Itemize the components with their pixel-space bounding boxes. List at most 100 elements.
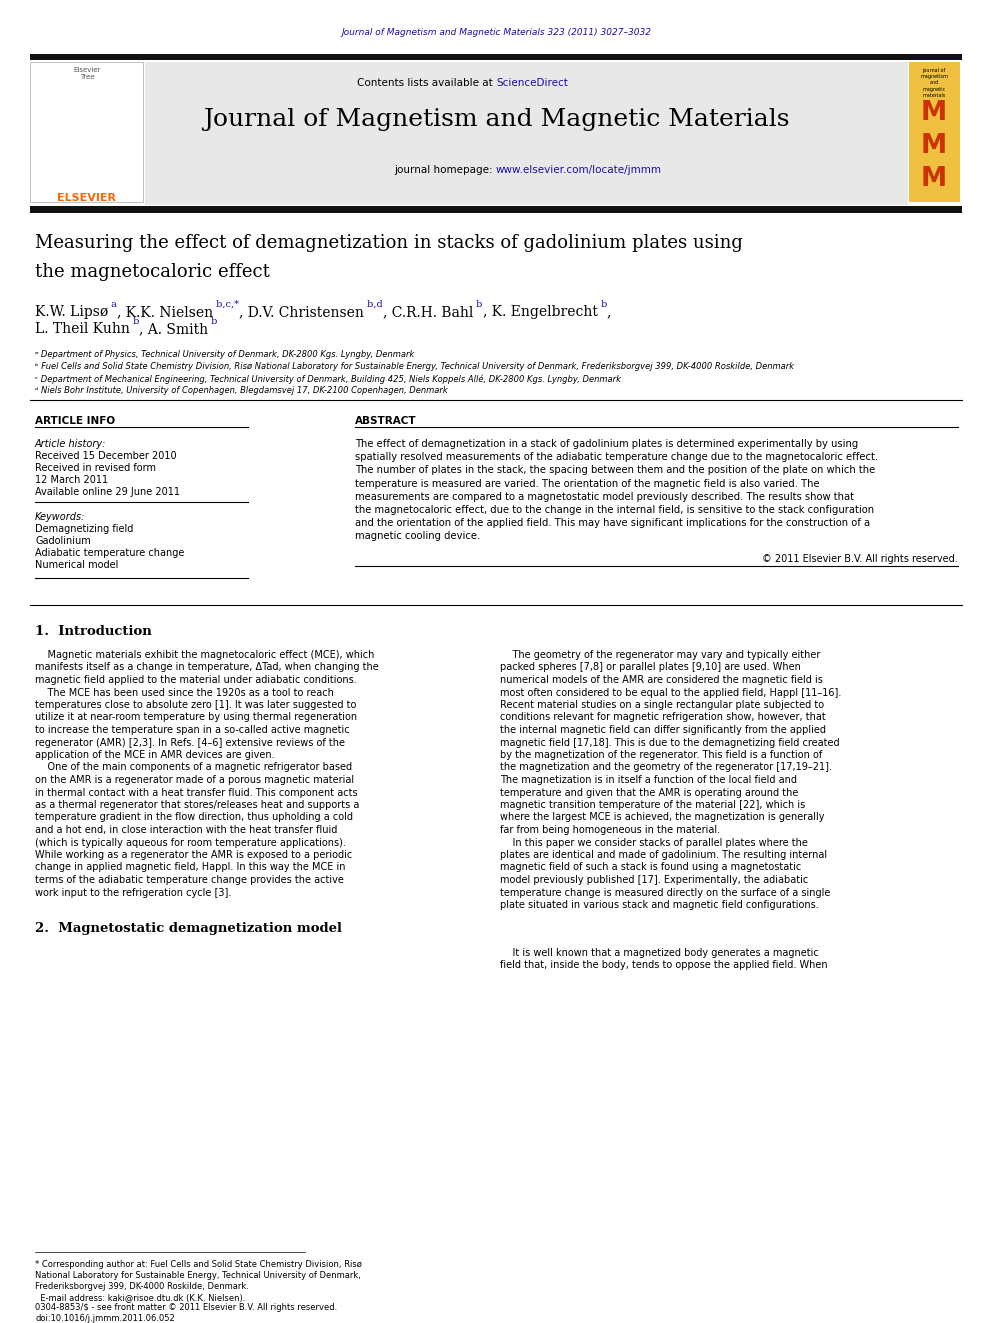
- Text: M: M: [921, 134, 947, 159]
- Text: 2.  Magnetostatic demagnetization model: 2. Magnetostatic demagnetization model: [35, 922, 342, 935]
- Text: magnetic field [17,18]. This is due to the demagnetizing field created: magnetic field [17,18]. This is due to t…: [500, 737, 839, 747]
- Text: conditions relevant for magnetic refrigeration show, however, that: conditions relevant for magnetic refrige…: [500, 713, 825, 722]
- Text: the magnetocaloric effect: the magnetocaloric effect: [35, 263, 270, 280]
- Text: E-mail address: kaki@risoe.dtu.dk (K.K. Nielsen).: E-mail address: kaki@risoe.dtu.dk (K.K. …: [35, 1293, 245, 1302]
- Text: temperature gradient in the flow direction, thus upholding a cold: temperature gradient in the flow directi…: [35, 812, 353, 823]
- Text: doi:10.1016/j.jmmm.2011.06.052: doi:10.1016/j.jmmm.2011.06.052: [35, 1314, 175, 1323]
- Text: ᶜ Department of Mechanical Engineering, Technical University of Denmark, Buildin: ᶜ Department of Mechanical Engineering, …: [35, 374, 621, 384]
- Text: M: M: [921, 165, 947, 192]
- Text: , C.R.H. Bahl: , C.R.H. Bahl: [383, 306, 473, 319]
- Text: One of the main components of a magnetic refrigerator based: One of the main components of a magnetic…: [35, 762, 352, 773]
- Text: utilize it at near-room temperature by using thermal regeneration: utilize it at near-room temperature by u…: [35, 713, 357, 722]
- Text: change in applied magnetic field, Happl. In this way the MCE in: change in applied magnetic field, Happl.…: [35, 863, 345, 872]
- Text: Keywords:: Keywords:: [35, 512, 85, 523]
- Text: far from being homogeneous in the material.: far from being homogeneous in the materi…: [500, 826, 720, 835]
- Text: on the AMR is a regenerator made of a porous magnetic material: on the AMR is a regenerator made of a po…: [35, 775, 354, 785]
- Text: regenerator (AMR) [2,3]. In Refs. [4–6] extensive reviews of the: regenerator (AMR) [2,3]. In Refs. [4–6] …: [35, 737, 345, 747]
- Text: The geometry of the regenerator may vary and typically either: The geometry of the regenerator may vary…: [500, 650, 820, 660]
- Text: 1.  Introduction: 1. Introduction: [35, 624, 152, 638]
- Text: It is well known that a magnetized body generates a magnetic: It is well known that a magnetized body …: [500, 949, 818, 958]
- Text: by the magnetization of the regenerator. This field is a function of: by the magnetization of the regenerator.…: [500, 750, 822, 759]
- Text: journal of
magnetism
and
magnetic
materials: journal of magnetism and magnetic materi…: [920, 67, 948, 98]
- Text: b: b: [473, 300, 483, 310]
- Text: magnetic cooling device.: magnetic cooling device.: [355, 532, 480, 541]
- Text: field that, inside the body, tends to oppose the applied field. When: field that, inside the body, tends to op…: [500, 960, 827, 971]
- Text: temperature is measured are varied. The orientation of the magnetic field is als: temperature is measured are varied. The …: [355, 479, 819, 488]
- Text: application of the MCE in AMR devices are given.: application of the MCE in AMR devices ar…: [35, 750, 275, 759]
- Text: ᵈ Niels Bohr Institute, University of Copenhagen, Blegdamsvej 17, DK-2100 Copenh: ᵈ Niels Bohr Institute, University of Co…: [35, 386, 447, 396]
- Text: b: b: [597, 300, 607, 310]
- Text: model previously published [17]. Experimentally, the adiabatic: model previously published [17]. Experim…: [500, 875, 808, 885]
- Text: Journal of Magnetism and Magnetic Materials 323 (2011) 3027–3032: Journal of Magnetism and Magnetic Materi…: [341, 28, 651, 37]
- Text: ScienceDirect: ScienceDirect: [496, 78, 567, 89]
- Text: Numerical model: Numerical model: [35, 560, 118, 570]
- Text: the magnetocaloric effect, due to the change in the internal field, is sensitive: the magnetocaloric effect, due to the ch…: [355, 505, 874, 515]
- Text: , A. Smith: , A. Smith: [139, 321, 208, 336]
- Text: to increase the temperature span in a so-called active magnetic: to increase the temperature span in a so…: [35, 725, 349, 736]
- Text: journal homepage:: journal homepage:: [394, 165, 496, 175]
- Text: ᵃ Department of Physics, Technical University of Denmark, DK-2800 Kgs. Lyngby, D: ᵃ Department of Physics, Technical Unive…: [35, 351, 415, 359]
- Text: * Corresponding author at: Fuel Cells and Solid State Chemistry Division, Risø: * Corresponding author at: Fuel Cells an…: [35, 1259, 362, 1269]
- Text: © 2011 Elsevier B.V. All rights reserved.: © 2011 Elsevier B.V. All rights reserved…: [762, 554, 958, 564]
- Text: b: b: [208, 318, 218, 325]
- Text: L. Theil Kuhn: L. Theil Kuhn: [35, 321, 130, 336]
- Text: temperature change is measured directly on the surface of a single: temperature change is measured directly …: [500, 888, 830, 897]
- Text: packed spheres [7,8] or parallel plates [9,10] are used. When: packed spheres [7,8] or parallel plates …: [500, 663, 801, 672]
- Text: plates are identical and made of gadolinium. The resulting internal: plates are identical and made of gadolin…: [500, 849, 827, 860]
- Text: Received 15 December 2010: Received 15 December 2010: [35, 451, 177, 460]
- Text: as a thermal regenerator that stores/releases heat and supports a: as a thermal regenerator that stores/rel…: [35, 800, 359, 810]
- Bar: [30, 54, 962, 60]
- Text: spatially resolved measurements of the adiabatic temperature change due to the m: spatially resolved measurements of the a…: [355, 452, 878, 462]
- Text: temperatures close to absolute zero [1]. It was later suggested to: temperatures close to absolute zero [1].…: [35, 700, 356, 710]
- Text: Elsevier
Tree: Elsevier Tree: [73, 67, 101, 79]
- Text: 0304-8853/$ - see front matter © 2011 Elsevier B.V. All rights reserved.: 0304-8853/$ - see front matter © 2011 El…: [35, 1303, 337, 1312]
- Text: 12 March 2011: 12 March 2011: [35, 475, 108, 486]
- Text: , D.V. Christensen: , D.V. Christensen: [239, 306, 364, 319]
- Text: , K.K. Nielsen: , K.K. Nielsen: [117, 306, 213, 319]
- Text: measurements are compared to a magnetostatic model previously described. The res: measurements are compared to a magnetost…: [355, 492, 854, 501]
- Text: In this paper we consider stacks of parallel plates where the: In this paper we consider stacks of para…: [500, 837, 807, 848]
- Text: (which is typically aqueous for room temperature applications).: (which is typically aqueous for room tem…: [35, 837, 346, 848]
- Text: The effect of demagnetization in a stack of gadolinium plates is determined expe: The effect of demagnetization in a stack…: [355, 439, 858, 448]
- Text: b,c,*: b,c,*: [213, 300, 239, 310]
- Text: the magnetization and the geometry of the regenerator [17,19–21].: the magnetization and the geometry of th…: [500, 762, 832, 773]
- Text: Article history:: Article history:: [35, 439, 106, 448]
- Text: While working as a regenerator the AMR is exposed to a periodic: While working as a regenerator the AMR i…: [35, 849, 352, 860]
- Text: Magnetic materials exhibit the magnetocaloric effect (MCE), which: Magnetic materials exhibit the magnetoca…: [35, 650, 374, 660]
- Text: Frederiksborgvej 399, DK-4000 Roskilde, Denmark.: Frederiksborgvej 399, DK-4000 Roskilde, …: [35, 1282, 249, 1291]
- Text: terms of the adiabatic temperature change provides the active: terms of the adiabatic temperature chang…: [35, 875, 344, 885]
- Text: Received in revised form: Received in revised form: [35, 463, 156, 474]
- Text: and a hot end, in close interaction with the heat transfer fluid: and a hot end, in close interaction with…: [35, 826, 337, 835]
- Text: Contents lists available at: Contents lists available at: [357, 78, 496, 89]
- Text: magnetic field of such a stack is found using a magnetostatic: magnetic field of such a stack is found …: [500, 863, 802, 872]
- Text: manifests itself as a change in temperature, ΔTad, when changing the: manifests itself as a change in temperat…: [35, 663, 379, 672]
- Text: ᵇ Fuel Cells and Solid State Chemistry Division, Risø National Laboratory for Su: ᵇ Fuel Cells and Solid State Chemistry D…: [35, 363, 795, 370]
- Text: a: a: [108, 300, 117, 310]
- Text: where the largest MCE is achieved, the magnetization is generally: where the largest MCE is achieved, the m…: [500, 812, 824, 823]
- Bar: [909, 62, 960, 202]
- Text: Journal of Magnetism and Magnetic Materials: Journal of Magnetism and Magnetic Materi…: [202, 108, 790, 131]
- Text: Measuring the effect of demagnetization in stacks of gadolinium plates using: Measuring the effect of demagnetization …: [35, 234, 743, 251]
- Text: magnetic field applied to the material under adiabatic conditions.: magnetic field applied to the material u…: [35, 675, 357, 685]
- Text: The MCE has been used since the 1920s as a tool to reach: The MCE has been used since the 1920s as…: [35, 688, 334, 697]
- Text: the internal magnetic field can differ significantly from the applied: the internal magnetic field can differ s…: [500, 725, 826, 736]
- Text: ARTICLE INFO: ARTICLE INFO: [35, 415, 115, 426]
- Text: Gadolinium: Gadolinium: [35, 536, 90, 546]
- Text: M: M: [921, 101, 947, 126]
- Text: b: b: [130, 318, 139, 325]
- Text: ,: ,: [607, 306, 611, 319]
- Text: Adiabatic temperature change: Adiabatic temperature change: [35, 548, 185, 558]
- Text: K.W. Lipsø: K.W. Lipsø: [35, 306, 108, 319]
- Text: temperature and given that the AMR is operating around the: temperature and given that the AMR is op…: [500, 787, 799, 798]
- Text: work input to the refrigeration cycle [3].: work input to the refrigeration cycle [3…: [35, 888, 231, 897]
- Text: magnetic transition temperature of the material [22], which is: magnetic transition temperature of the m…: [500, 800, 806, 810]
- Text: The magnetization is in itself a function of the local field and: The magnetization is in itself a functio…: [500, 775, 797, 785]
- Text: most often considered to be equal to the applied field, Happl [11–16].: most often considered to be equal to the…: [500, 688, 841, 697]
- Text: , K. Engelbrecht: , K. Engelbrecht: [483, 306, 597, 319]
- Text: National Laboratory for Sustainable Energy, Technical University of Denmark,: National Laboratory for Sustainable Ener…: [35, 1271, 361, 1279]
- Text: ABSTRACT: ABSTRACT: [355, 415, 417, 426]
- Text: numerical models of the AMR are considered the magnetic field is: numerical models of the AMR are consider…: [500, 675, 823, 685]
- Bar: [145, 62, 908, 205]
- Text: Demagnetizing field: Demagnetizing field: [35, 524, 133, 534]
- Text: Available online 29 June 2011: Available online 29 June 2011: [35, 487, 180, 497]
